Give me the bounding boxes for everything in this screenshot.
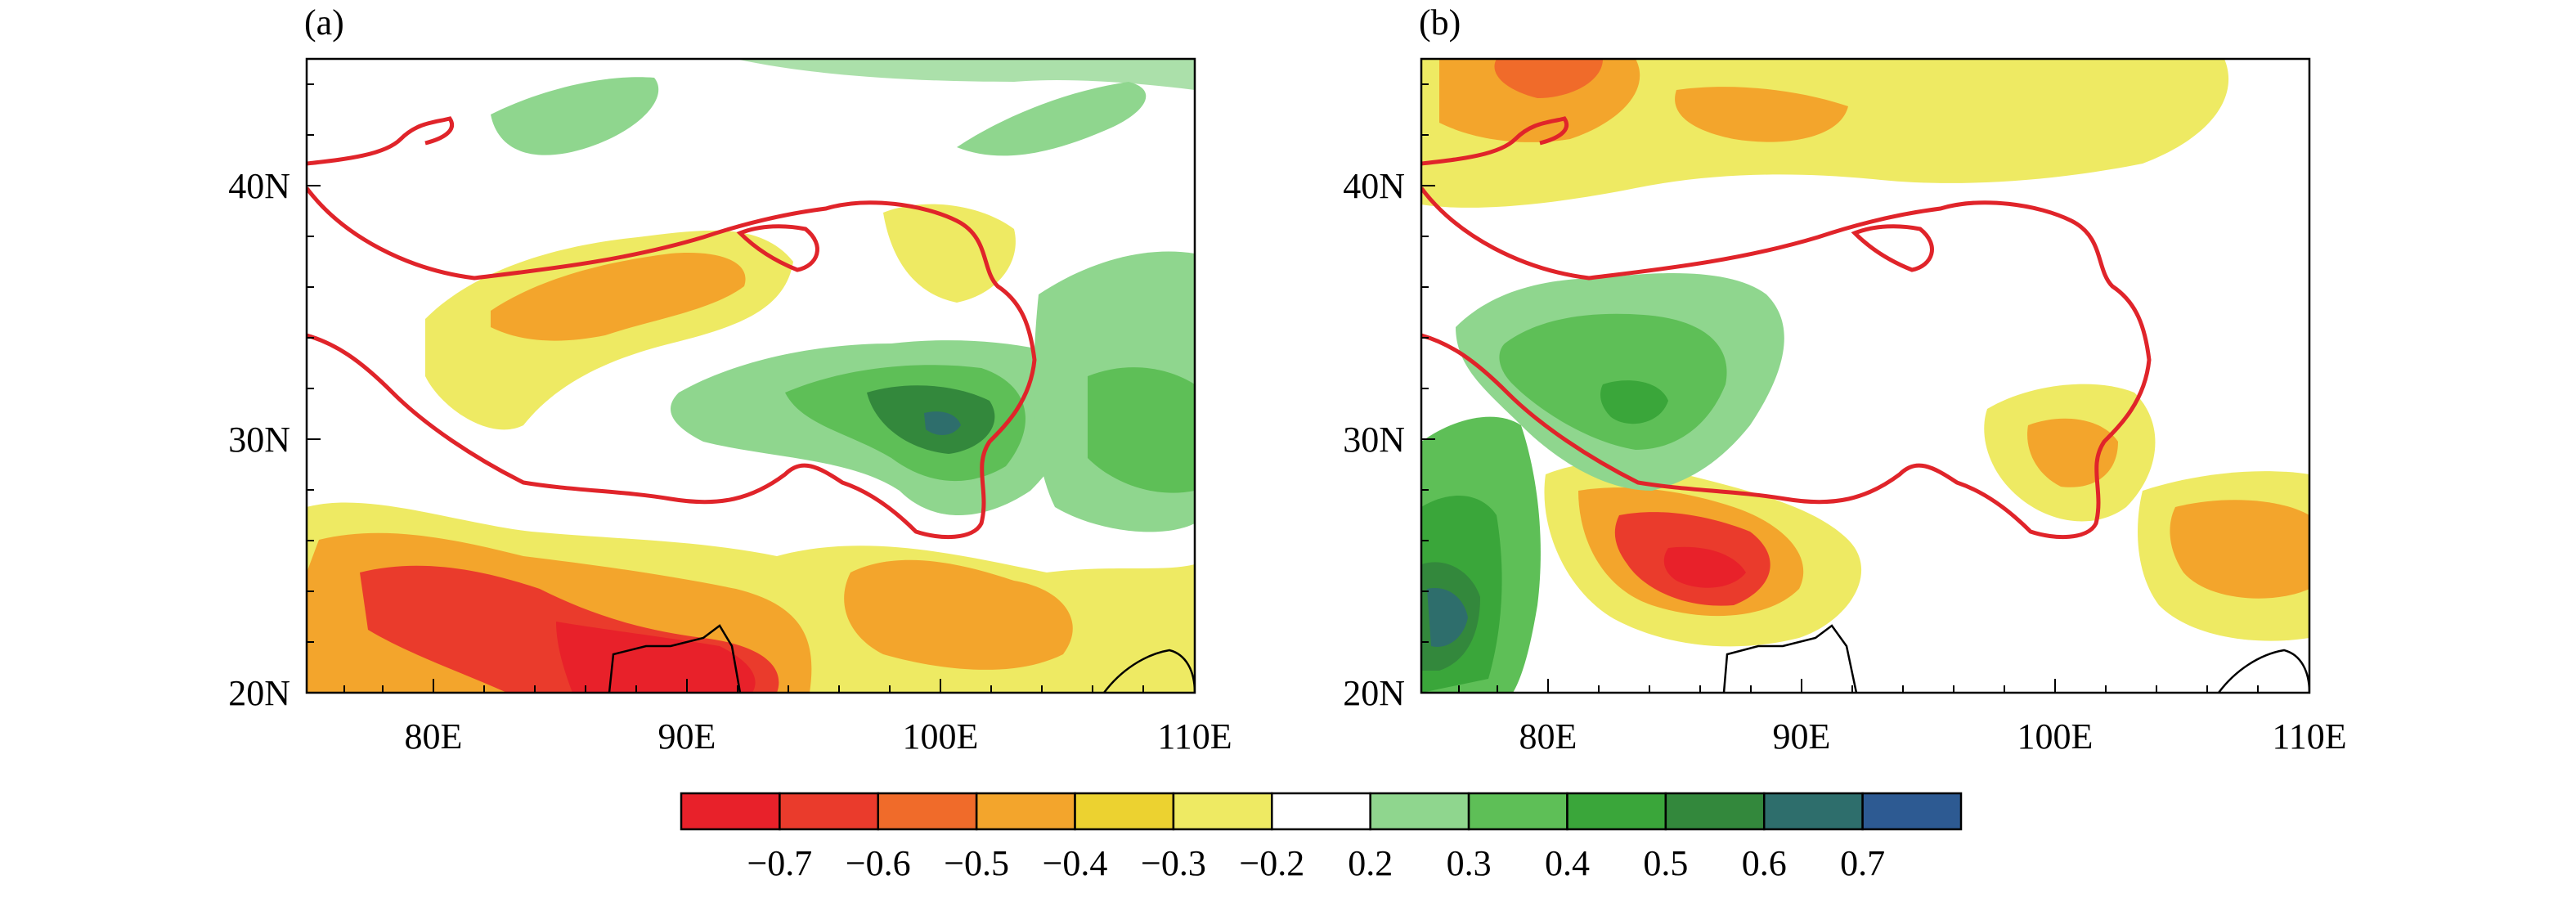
panel-b-frame — [1420, 57, 2311, 694]
panel-a-plateau-outline — [307, 186, 1037, 540]
colorbar-label: 0.2 — [1348, 843, 1393, 883]
panel-a-coastline-east — [1102, 649, 1195, 693]
panel-b-label: (b) — [1419, 2, 1461, 43]
colorbar-swatch — [877, 792, 978, 831]
panel-b-xtick-80e: 80E — [1519, 716, 1577, 757]
colorbar-label: −0.4 — [1043, 843, 1108, 883]
panel-b-coastline-west — [1722, 624, 1858, 693]
panel-b-field — [1421, 59, 2309, 693]
colorbar-label: 0.5 — [1643, 843, 1688, 883]
panel-a-frame — [305, 57, 1196, 694]
colorbar-label: 0.7 — [1840, 843, 1885, 883]
panel-a-xtick-90e: 90E — [658, 716, 716, 757]
panel-a-pos-north-strip — [957, 82, 1147, 156]
panel-a-plateau-loop — [736, 224, 819, 272]
colorbar-label: −0.6 — [846, 843, 911, 883]
panel-a-pos-center-core — [924, 411, 961, 435]
panel-a-ytick-30n: 30N — [228, 420, 290, 460]
panel-b-xtick-100e: 100E — [2017, 716, 2094, 757]
panel-b-plateau-nw — [1421, 116, 1568, 166]
colorbar-label: −0.2 — [1239, 843, 1304, 883]
panel-a-ytick-40n: 40N — [228, 166, 290, 206]
panel-b-plateau-outline — [1421, 186, 2152, 540]
panel-b-ytick-40n: 40N — [1343, 166, 1405, 206]
panel-a-neg-northeast — [883, 204, 1016, 303]
colorbar-swatch — [975, 792, 1076, 831]
panel-b-ticks — [1421, 83, 2310, 694]
colorbar-swatch — [680, 792, 781, 831]
panel-a-neg-north-orange — [491, 253, 746, 341]
colorbar-label: −0.3 — [1141, 843, 1206, 883]
colorbar-swatch — [1762, 792, 1864, 831]
panel-b-xtick-110e: 110E — [2272, 716, 2346, 757]
colorbar-swatch — [1271, 792, 1371, 831]
panel-a-pos-north-top — [736, 59, 1195, 90]
colorbar-swatch — [1074, 792, 1175, 831]
colorbar-label: 0.4 — [1545, 843, 1590, 883]
panel-a-ytick-20n: 20N — [228, 673, 290, 713]
panel-b-ytick-20n: 20N — [1343, 673, 1405, 713]
panel-b-plateau-loop — [1851, 224, 1934, 272]
colorbar-label: 0.3 — [1447, 843, 1492, 883]
panel-b-neg-north-red — [1494, 59, 1603, 98]
panel-a-neg-southeast — [844, 559, 1073, 670]
colorbar-swatch — [1467, 792, 1568, 831]
colorbar-label: −0.5 — [944, 843, 1009, 883]
panel-a-pos-east-mid — [1088, 367, 1195, 493]
panel-b-xtick-90e: 90E — [1773, 716, 1831, 757]
colorbar-swatch — [1664, 792, 1766, 831]
colorbar-swatch — [779, 792, 880, 831]
panel-b-pos-southwest-core — [1427, 588, 1468, 647]
colorbar-swatch — [1861, 792, 1963, 831]
panel-b-pos-plateau-dark — [1600, 380, 1668, 424]
panel-b: (b) — [1343, 2, 2346, 757]
panel-a-plateau-nw — [307, 116, 454, 166]
colorbar-label: −0.7 — [747, 843, 812, 883]
panel-b-ytick-30n: 30N — [1343, 420, 1405, 460]
panel-a-xtick-110e: 110E — [1157, 716, 1232, 757]
panel-a-neg-south-deepred — [556, 622, 756, 693]
colorbar-label: 0.6 — [1742, 843, 1787, 883]
panel-a-ticks — [307, 83, 1196, 694]
panel-a-pos-northwest — [491, 77, 659, 155]
panel-b-neg-south-core — [1663, 546, 1746, 588]
panel-b-neg-north-orange2 — [1675, 87, 1848, 142]
panel-b-neg-far-east-orange — [2170, 500, 2309, 599]
panel-a-label: (a) — [304, 2, 344, 43]
colorbar-swatch — [1172, 792, 1273, 831]
colorbar-swatch — [1369, 792, 1470, 831]
panel-a-xtick-80e: 80E — [405, 716, 463, 757]
panel-a-field — [307, 59, 1195, 693]
panel-a-xtick-100e: 100E — [903, 716, 979, 757]
panel-b-coastline-east — [2217, 649, 2309, 693]
colorbar-swatch — [1566, 792, 1667, 831]
panel-a: (a) — [228, 2, 1232, 757]
panel-a-coastline-west — [608, 624, 742, 693]
colorbar: −0.7 −0.6 −0.5 −0.4 −0.3 −0.2 0.2 0.3 0.4 0.5 0.6 0… — [680, 792, 1963, 883]
